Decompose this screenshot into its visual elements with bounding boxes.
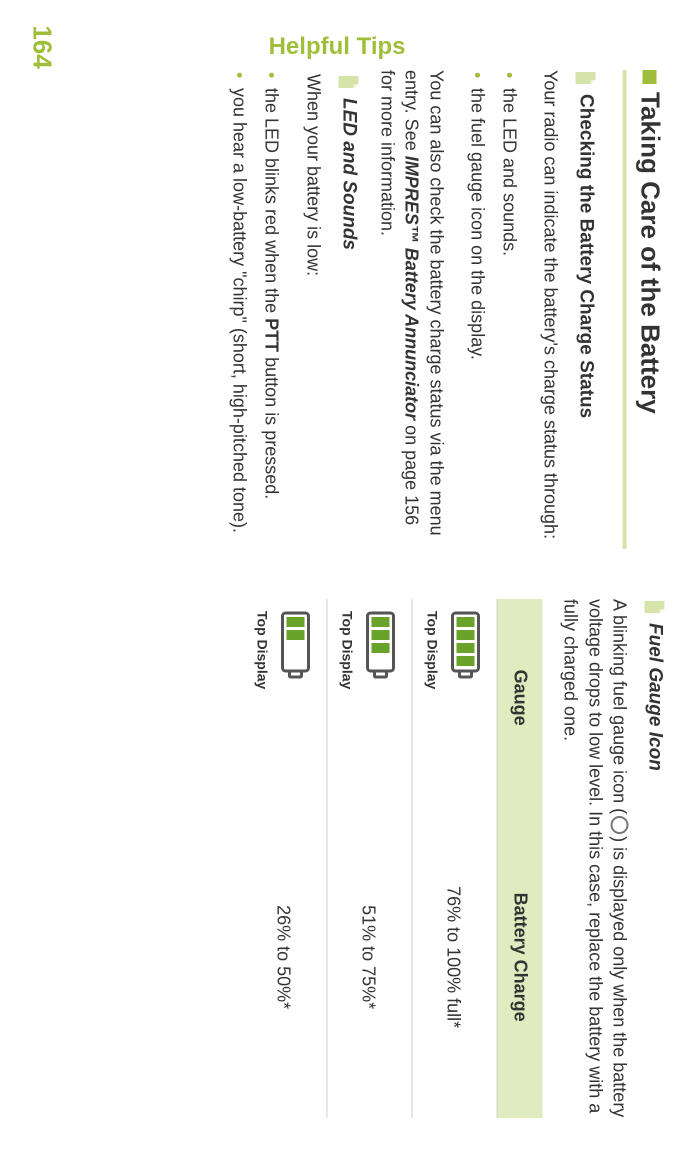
table-row: Top Display 51% to 75%* <box>327 599 412 1118</box>
gauge-cell: Top Display <box>327 599 412 796</box>
bullet-item: the LED and sounds. <box>496 70 522 549</box>
fuel-gauge-paragraph: A blinking fuel gauge icon () is display… <box>558 599 631 1118</box>
bullet-item: the fuel gauge icon on the display. <box>464 70 490 549</box>
section-tab: Helpful Tips <box>268 33 405 61</box>
charge-cell: 26% to 50%* <box>242 796 327 1118</box>
page-icon <box>644 599 664 615</box>
menu-paragraph: You can also check the battery charge st… <box>375 70 448 549</box>
bullet-item: you hear a low-battery "chirp" (short, h… <box>226 70 252 549</box>
bullet-item: the LED blinks red when the PTT button i… <box>258 70 284 549</box>
top-display-label: Top Display <box>424 611 440 689</box>
table-header-gauge: Gauge <box>497 599 543 796</box>
section-title-3: Fuel Gauge Icon <box>643 623 665 771</box>
top-display-label: Top Display <box>254 611 270 689</box>
table-row: Top Display 76% to 100% full* <box>412 599 497 1118</box>
bullet-list-2: the LED blinks red when the PTT button i… <box>226 70 284 549</box>
page-icon <box>338 74 358 90</box>
gauge-table: Gauge Battery Charge Top Display 76% to 1… <box>242 599 542 1118</box>
gauge-cell: Top Display <box>412 599 497 796</box>
gauge-cell: Top Display <box>242 599 327 796</box>
table-header-charge: Battery Charge <box>497 796 543 1118</box>
top-display-label: Top Display <box>339 611 355 689</box>
table-row: Top Display 26% to 50%* <box>242 599 327 1118</box>
page-number: 164 <box>26 25 57 68</box>
circle-icon <box>610 816 628 834</box>
intro-paragraph: Your radio can indicate the battery's ch… <box>538 70 562 549</box>
low-battery-paragraph: When your battery is low: <box>300 70 324 549</box>
chapter-title: Taking Care of the Battery <box>634 92 665 414</box>
square-icon <box>643 70 657 84</box>
accent-line <box>622 70 626 549</box>
charge-cell: 51% to 75%* <box>327 796 412 1118</box>
charge-cell: 76% to 100% full* <box>412 796 497 1118</box>
page-icon <box>575 70 595 86</box>
section-title-1: Checking the Battery Charge Status <box>574 94 596 418</box>
section-title-2: LED and Sounds <box>337 98 359 250</box>
bullet-list-1: the LED and sounds. the fuel gauge icon … <box>464 70 522 549</box>
